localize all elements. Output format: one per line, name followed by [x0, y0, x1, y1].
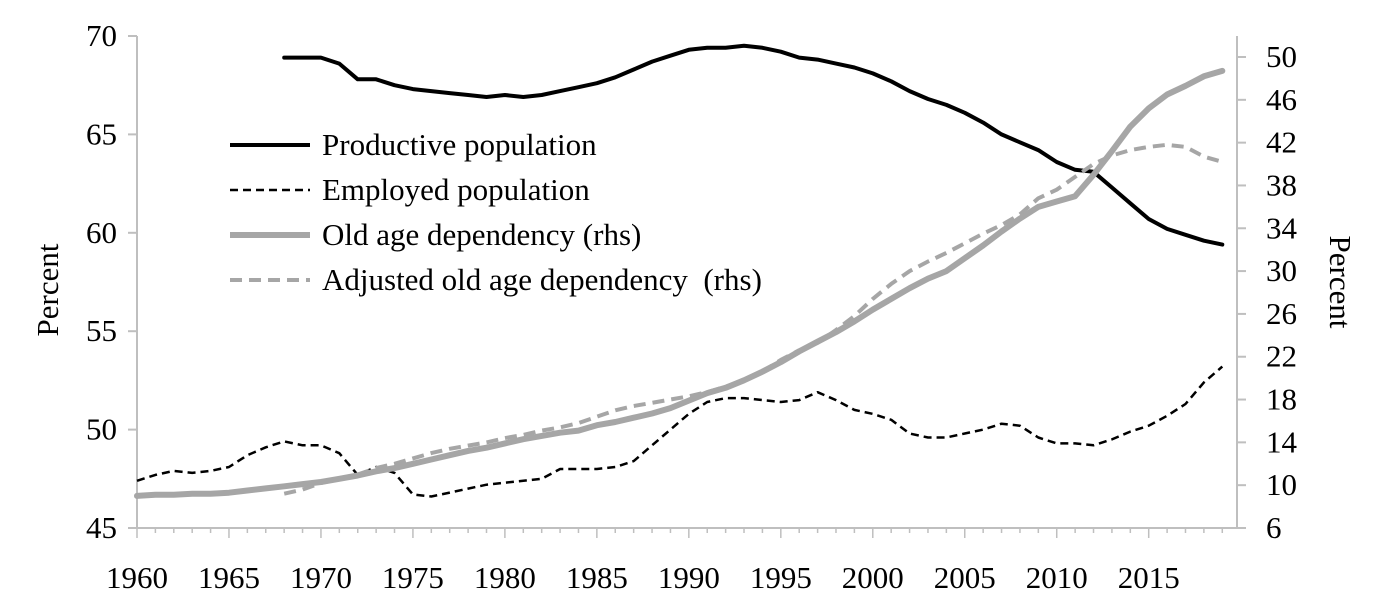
legend-label: Adjusted old age dependency (rhs): [322, 262, 762, 297]
x-tick-label: 1975: [382, 560, 444, 595]
x-tick-label: 1960: [106, 560, 168, 595]
x-tick-label: 2000: [842, 560, 904, 595]
right-y-tick-label: 42: [1266, 125, 1297, 160]
x-tick-label: 2015: [1118, 560, 1180, 595]
legend-item-adjusted-old-age-dependency: Adjusted old age dependency (rhs): [230, 262, 762, 297]
x-tick-label: 1985: [566, 560, 628, 595]
right-y-tick-label: 46: [1266, 82, 1297, 117]
right-y-tick-label: 18: [1266, 382, 1297, 417]
left-y-tick-label: 60: [86, 215, 117, 250]
legend-label: Productive population: [322, 127, 597, 162]
legend-label: Old age dependency (rhs): [322, 217, 641, 252]
legend-label: Employed population: [322, 172, 590, 207]
right-y-tick-label: 6: [1266, 510, 1282, 545]
x-tick-label: 2010: [1026, 560, 1088, 595]
left-y-tick-label: 55: [86, 313, 117, 348]
series-group: [134, 43, 1226, 499]
axes-group: 45 50 55 60 65 70 6 10 14 18 22 26 30 34 38 42 46 50 1960 1…: [30, 18, 1358, 595]
left-y-tick-label: 65: [86, 116, 117, 151]
x-tick-label: 1980: [474, 560, 536, 595]
left-y-axis-title: Percent: [30, 243, 65, 336]
right-y-tick-label: 22: [1266, 339, 1297, 374]
adjusted-old-age-dependency-line: [283, 142, 1223, 496]
x-tick-label: 1995: [750, 560, 812, 595]
legend-item-old-age-dependency: Old age dependency (rhs): [230, 217, 641, 252]
right-y-tick-label: 38: [1266, 167, 1297, 202]
employed-population-line: [136, 365, 1224, 498]
old-age-dependency-line: [134, 67, 1226, 499]
right-y-tick-label: 14: [1266, 424, 1298, 459]
legend: Productive population Employed population…: [230, 127, 762, 297]
x-tick-label: 1970: [290, 560, 352, 595]
right-y-axis-title: Percent: [1323, 236, 1358, 329]
right-y-tick-label: 10: [1266, 467, 1297, 502]
productive-population-line: [282, 43, 1225, 247]
legend-item-productive-population: Productive population: [230, 127, 597, 162]
right-y-tick-label: 26: [1266, 296, 1297, 331]
x-tick-label: 1990: [658, 560, 720, 595]
right-y-tick-label: 50: [1266, 39, 1297, 74]
legend-item-employed-population: Employed population: [230, 172, 590, 207]
right-y-tick-label: 30: [1266, 253, 1297, 288]
x-tick-label: 2005: [934, 560, 996, 595]
right-y-tick-label: 34: [1266, 210, 1298, 245]
x-tick-label: 1965: [198, 560, 260, 595]
left-y-tick-label: 50: [86, 412, 117, 447]
left-y-tick-label: 45: [86, 510, 117, 545]
left-y-tick-label: 70: [86, 18, 117, 53]
